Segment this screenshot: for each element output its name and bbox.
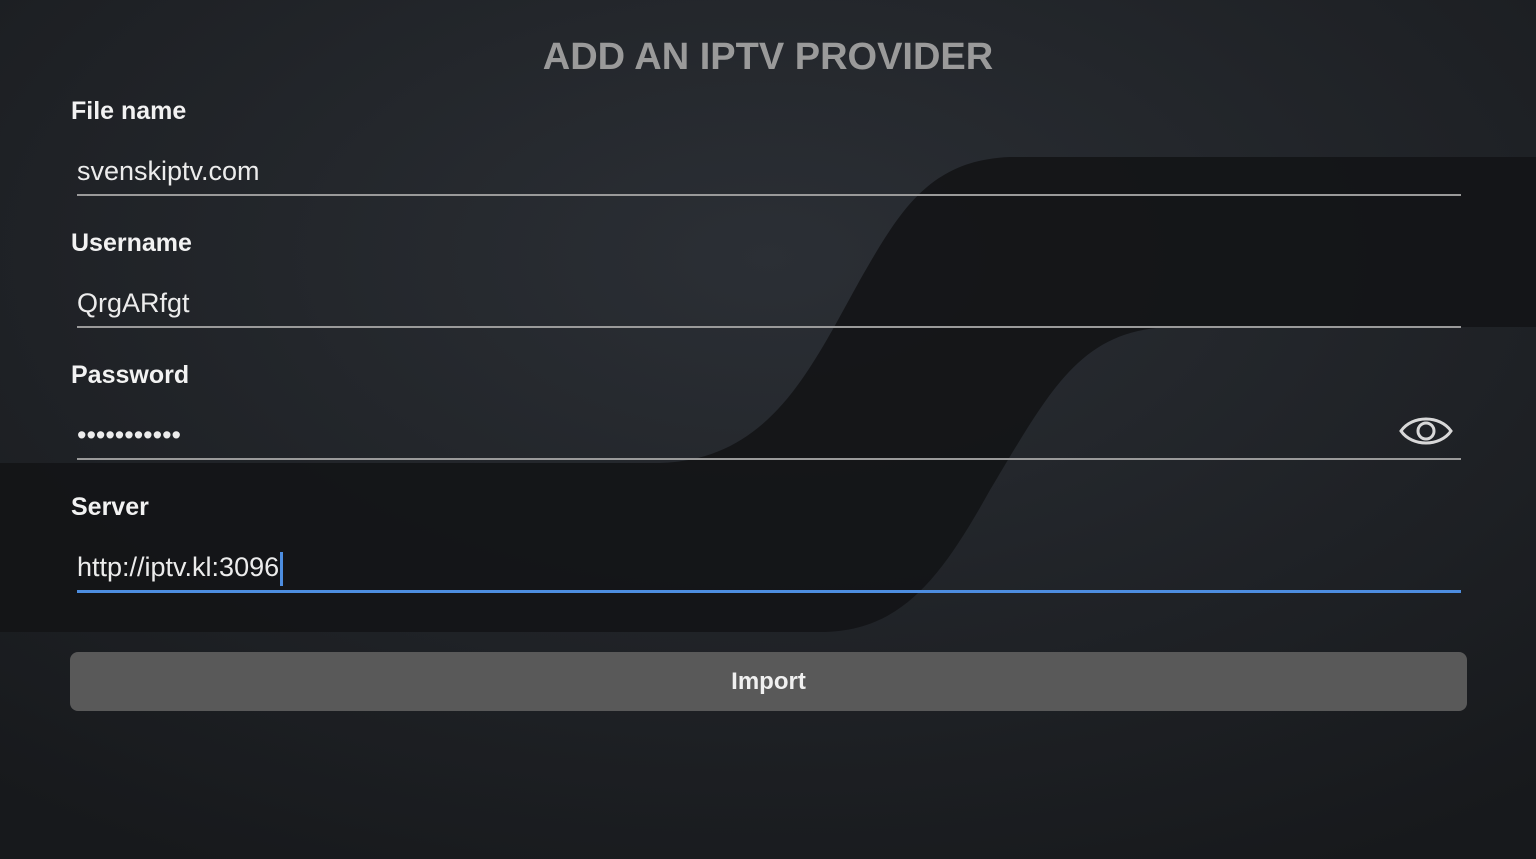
field-underline — [77, 194, 1461, 196]
field-value[interactable]: ••••••••••• — [77, 420, 181, 450]
field-underline — [77, 458, 1461, 460]
import-button[interactable]: Import — [70, 652, 1467, 711]
field-underline — [77, 590, 1461, 593]
field-label: Password — [71, 361, 190, 389]
title: ADD AN IPTV PROVIDER — [542, 36, 994, 78]
field-value[interactable]: http://iptv.kl:3096 — [77, 552, 284, 586]
text-caret — [280, 552, 284, 586]
show-password-icon[interactable] — [1398, 411, 1454, 451]
field-underline — [77, 326, 1461, 328]
field-value[interactable]: svenskiptv.com — [77, 156, 260, 186]
field-label: File name — [71, 97, 187, 125]
field-label: Username — [71, 229, 192, 257]
field-label: Server — [71, 493, 149, 521]
field-value[interactable]: QrgARfgt — [77, 288, 190, 318]
